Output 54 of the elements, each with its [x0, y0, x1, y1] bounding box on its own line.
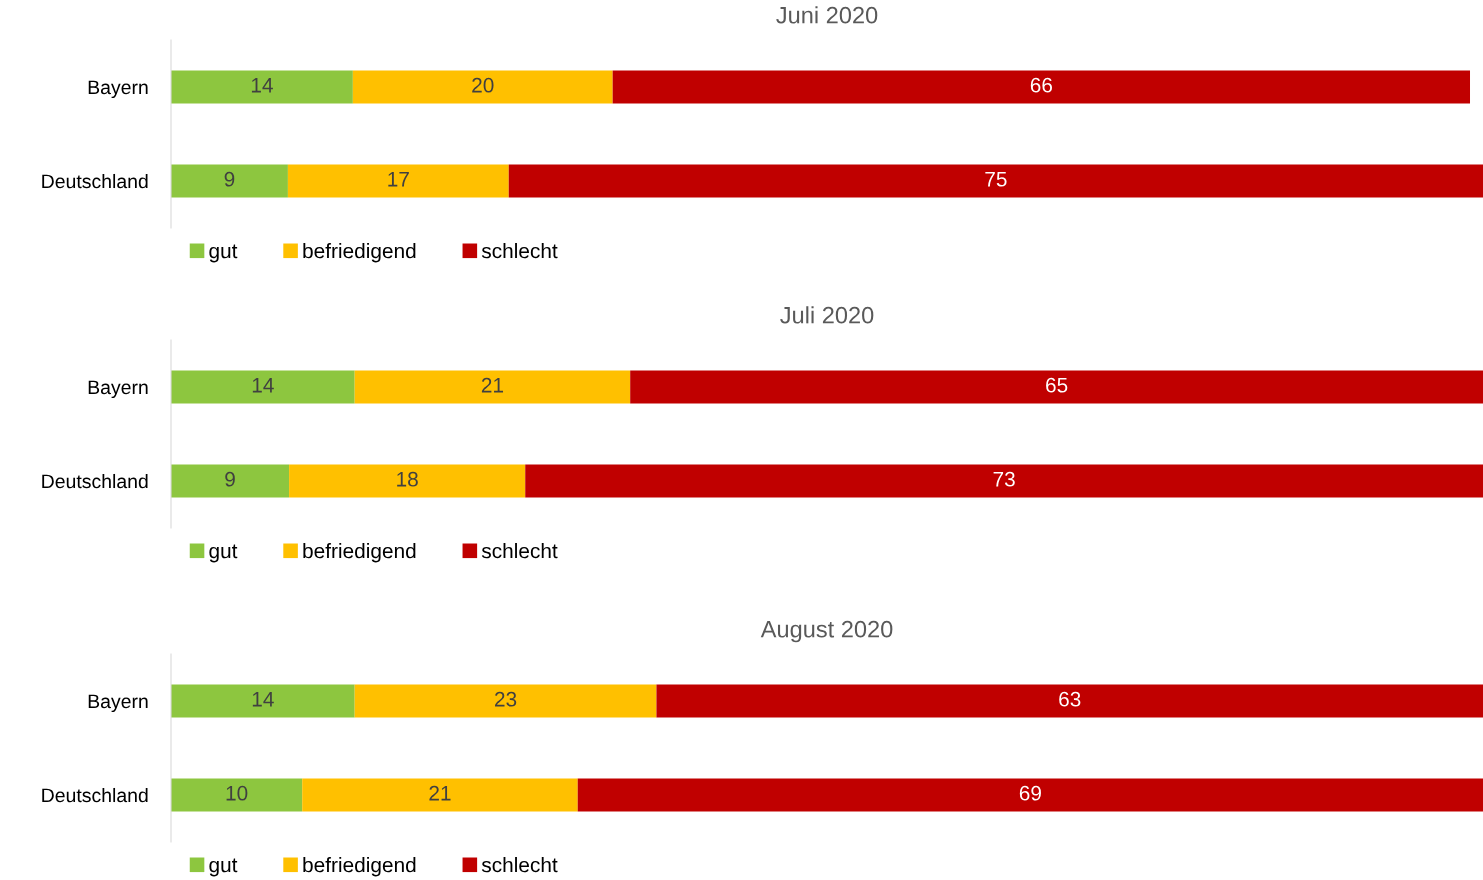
bar [171, 464, 290, 498]
chart-title: August 2020 [760, 620, 893, 643]
bar [508, 164, 1483, 198]
data-label: 63 [1059, 691, 1081, 707]
data-label: 20 [472, 77, 494, 93]
data-label: 18 [397, 471, 418, 487]
data-label: 21 [429, 785, 451, 801]
data-label: 14 [252, 692, 274, 707]
legend-label: gut [209, 858, 238, 877]
y-tick-label: Bayern [88, 380, 148, 399]
legend-label: befriedigend [303, 542, 416, 563]
bar [352, 70, 613, 104]
bar [354, 370, 631, 404]
data-label: 73 [993, 471, 1015, 487]
y-tick-label: Bayern [88, 80, 148, 99]
chart-title: Juli 2020 [780, 306, 874, 324]
data-label: 14 [252, 378, 274, 393]
bar [612, 70, 1471, 104]
chart-title: Juni 2020 [776, 6, 878, 24]
legend-label: schlecht [481, 242, 558, 259]
data-label: 10 [226, 785, 248, 801]
y-tick-label: Deutschland [42, 473, 148, 489]
data-label: 14 [251, 78, 273, 93]
bar [171, 164, 288, 198]
data-label: 21 [481, 377, 504, 393]
data-label: 75 [985, 172, 1007, 187]
legend-label: gut [209, 244, 238, 263]
bar [354, 684, 657, 718]
data-label: 66 [1030, 77, 1053, 93]
legend-label: gut [209, 544, 238, 563]
legend-label: befriedigend [303, 242, 416, 263]
y-tick-label: Bayern [88, 694, 148, 713]
y-tick-label: Deutschland [42, 787, 148, 803]
data-label: 9 [224, 171, 235, 187]
data-label: 65 [1046, 377, 1068, 393]
bar [656, 684, 1483, 718]
data-label: 23 [495, 691, 517, 707]
data-label: 17 [388, 172, 409, 187]
bar [287, 164, 509, 198]
bar [289, 464, 526, 498]
data-label: 9 [225, 471, 235, 487]
legend-label: schlecht [481, 856, 558, 873]
bar [302, 778, 578, 812]
bar [171, 684, 355, 718]
legend-label: befriedigend [303, 856, 416, 877]
bar [171, 70, 353, 104]
legend-label: schlecht [481, 542, 558, 559]
bar [577, 778, 1483, 812]
bar [630, 370, 1483, 404]
bar [171, 370, 355, 404]
y-tick-label: Deutschland [42, 173, 148, 189]
bar [525, 464, 1483, 498]
data-label: 69 [1019, 785, 1041, 801]
bar [171, 778, 303, 812]
